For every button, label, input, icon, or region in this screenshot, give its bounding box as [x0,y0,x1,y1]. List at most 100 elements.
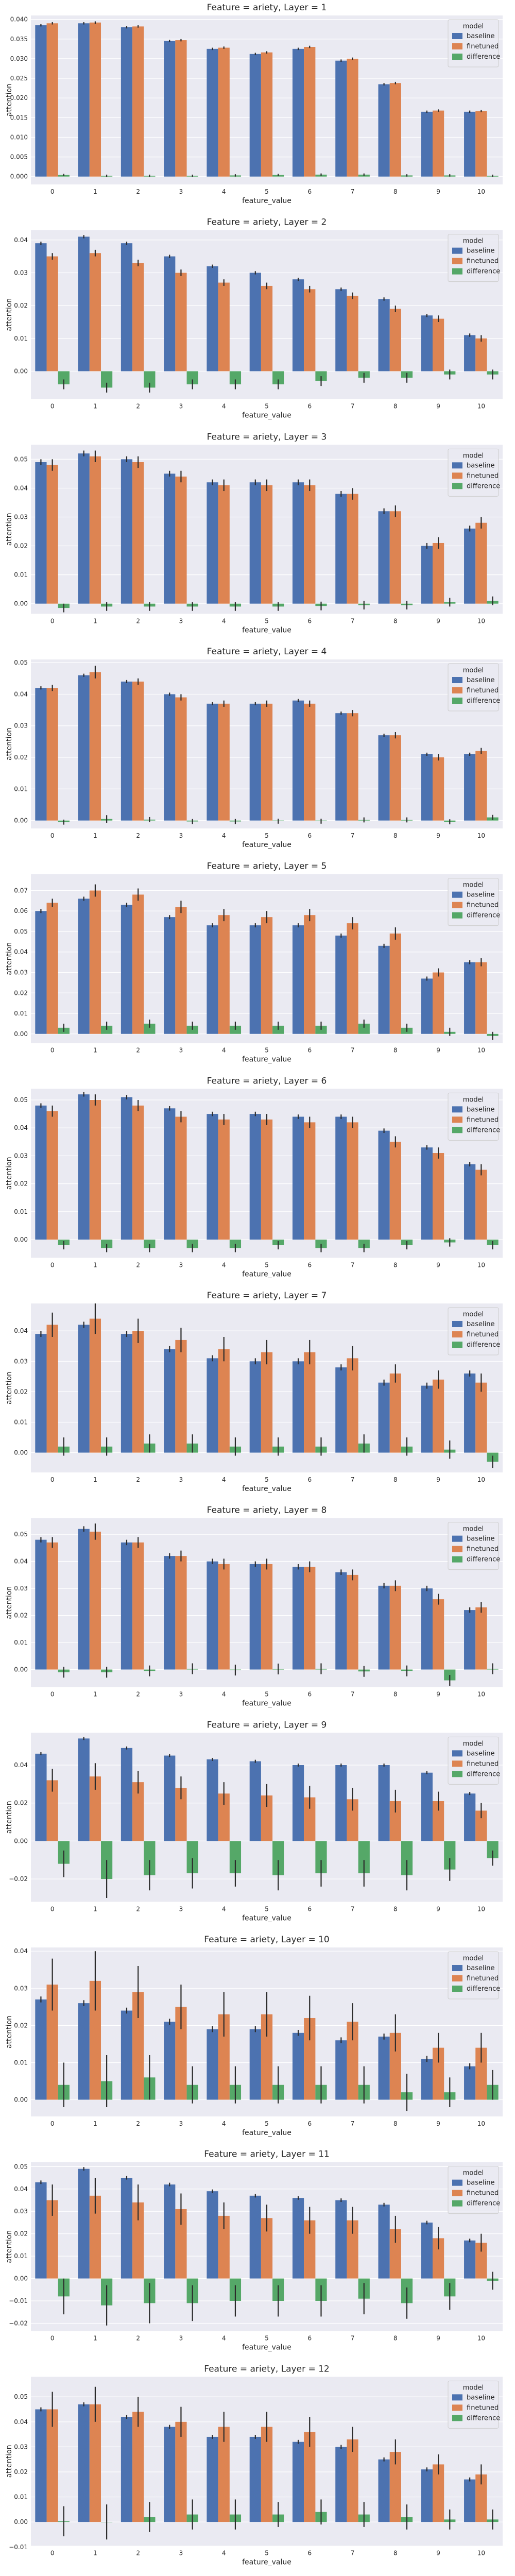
x-tick-label: 10 [477,2549,485,2556]
y-tick-label: −0.02 [9,1875,28,1883]
legend-label-baseline: baseline [467,676,494,684]
bar-finetuned [475,962,487,1034]
y-tick-label: 0.03 [14,969,28,976]
bar-baseline [292,700,304,821]
y-tick-label: 0.00 [14,1030,28,1038]
y-tick-label: 0.05 [14,455,28,463]
y-tick-label: 0.05 [14,659,28,666]
bar-baseline [378,735,390,821]
y-tick-label: 0.03 [14,2208,28,2215]
x-axis-label: feature_value [242,2558,291,2566]
bar-finetuned [175,273,187,371]
x-tick-label: 6 [307,2120,312,2127]
bar-finetuned [432,1153,444,1240]
y-tick-label: 0.04 [14,1558,28,1565]
legend-title: model [463,1526,484,1533]
legend-label-difference: difference [467,268,500,276]
y-tick-label: 0.05 [14,2393,28,2400]
bar-finetuned [46,2200,58,2279]
legend-swatch-baseline [452,1106,462,1113]
x-tick-label: 10 [477,832,485,839]
bar-finetuned [175,477,187,604]
legend-swatch-baseline [452,1965,462,1971]
bar-baseline [78,899,90,1034]
y-tick-label: 0.04 [14,2418,28,2426]
y-tick-label: 0.02 [14,302,28,309]
x-tick-label: 9 [436,2335,440,2342]
bar-baseline [164,1349,176,1453]
legend-swatch-difference [452,54,462,60]
x-tick-label: 4 [222,188,226,195]
bar-finetuned [46,1542,58,1670]
bar-baseline [464,335,476,371]
legend-swatch-baseline [452,2394,462,2401]
x-tick-label: 7 [351,403,355,410]
y-tick-label: 0.02 [14,543,28,550]
bar-baseline [464,1373,476,1453]
bar-baseline [207,266,218,371]
bar-finetuned [432,2464,444,2522]
bar-baseline [292,2032,304,2100]
bar-baseline [292,279,304,371]
y-tick-label: 0.07 [14,887,28,894]
bar-finetuned [218,1564,230,1670]
bar-baseline [164,2022,176,2100]
bar-difference [444,1841,456,1870]
legend-label-difference: difference [467,2200,500,2208]
bar-difference [186,1025,198,1034]
bar-difference [186,1841,198,1874]
legend-label-finetuned: finetuned [467,1546,499,1553]
bar-finetuned [347,2439,358,2522]
legend-swatch-baseline [452,1321,462,1327]
bar-finetuned [261,1795,273,1841]
legend-swatch-baseline [452,33,462,39]
x-tick-label: 2 [136,1261,140,1268]
bar-finetuned [389,2452,401,2522]
legend-swatch-difference [452,268,462,275]
x-tick-label: 6 [307,2549,312,2556]
y-tick-label: 0.00 [14,1449,28,1456]
legend: model baseline finetuned difference [448,1522,500,1570]
legend-swatch-difference [452,1556,462,1563]
x-axis-label: feature_value [242,1485,291,1493]
bar-baseline [121,459,133,604]
bar-finetuned [218,703,230,821]
legend-label-baseline: baseline [467,32,494,40]
x-axis-label: feature_value [242,2129,291,2137]
legend: model baseline finetuned difference [448,663,500,711]
x-tick-label: 8 [393,1476,398,1483]
y-tick-label: 0.03 [14,1152,28,1159]
bar-finetuned [132,894,144,1034]
chart-title: Feature = ariety, Layer = 8 [207,1505,327,1516]
bar-finetuned [304,1352,316,1453]
bar-finetuned [304,47,316,177]
x-tick-label: 3 [179,1261,183,1268]
chart-panel: Feature = ariety, Layer = 8 0.00 0.01 0.02 0… [5,1505,503,1708]
bar-difference [315,1841,327,1874]
x-tick-label: 4 [222,1261,226,1268]
legend-label-difference: difference [467,912,500,920]
x-axis-label: feature_value [242,412,291,420]
chart-panel: Feature = ariety, Layer = 1 0.000 0.005 0.0… [5,3,503,205]
y-tick-label: 0.04 [14,484,28,492]
y-tick-label: 0.01 [14,1208,28,1215]
bar-baseline [292,925,304,1034]
bar-finetuned [175,40,187,177]
y-tick-label: 0.03 [14,1358,28,1365]
bar-baseline [292,482,304,604]
bar-difference [229,1841,242,1874]
bar-baseline [164,2184,176,2279]
bar-difference [315,1025,327,1034]
y-tick-label: 0.05 [14,1096,28,1104]
bar-finetuned [132,1542,144,1670]
bar-baseline [464,111,476,177]
legend-title: model [463,667,484,674]
y-tick-label: 0.010 [10,133,28,141]
legend: model baseline finetuned difference [448,878,500,926]
bar-baseline [378,2205,390,2279]
x-axis-label: feature_value [242,1270,291,1278]
y-tick-label: 0.04 [14,1327,28,1334]
bar-baseline [335,2040,347,2100]
legend-swatch-finetuned [452,1975,462,1981]
bar-finetuned [347,58,358,177]
